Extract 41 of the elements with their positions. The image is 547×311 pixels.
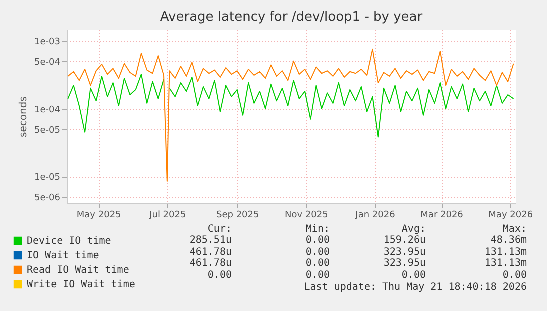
text: 131.13m bbox=[484, 258, 527, 269]
text: Max: bbox=[502, 224, 527, 235]
legend-label: Write IO Wait time bbox=[27, 280, 136, 290]
x-tick-label: Jan 2026 bbox=[354, 210, 396, 220]
text: 0.00 bbox=[208, 270, 232, 280]
text: 0.00 bbox=[306, 246, 330, 258]
text: Min: bbox=[306, 224, 330, 235]
text: 159.26u bbox=[384, 235, 426, 246]
text: 323.95u bbox=[384, 246, 426, 258]
y-tick-label: 1e-03 bbox=[34, 37, 60, 48]
text: 131.13m bbox=[484, 246, 527, 258]
x-tick-label: Mar 2026 bbox=[420, 210, 464, 220]
x-tick-label: Nov 2025 bbox=[284, 210, 328, 220]
y-tick-label: 1e-04 bbox=[34, 105, 61, 116]
text: 461.78u bbox=[190, 258, 232, 269]
line-series bbox=[68, 48, 514, 182]
x-tick-label: Jul 2025 bbox=[148, 210, 186, 220]
y-tick-label: 1e-05 bbox=[34, 173, 60, 184]
text: Cur: bbox=[208, 224, 232, 235]
y-tick-label: 5e-05 bbox=[34, 126, 60, 136]
text: 285.51u bbox=[190, 235, 232, 246]
text: 0.00 bbox=[306, 258, 330, 269]
y-axis-title: seconds bbox=[18, 96, 30, 138]
legend-label: Device IO time bbox=[27, 236, 112, 247]
x-tick-label: May 2025 bbox=[76, 210, 122, 220]
legend-label: IO Wait time bbox=[27, 250, 100, 262]
x-tick-label: May 2026 bbox=[488, 210, 534, 220]
y-tick-label: 5e-06 bbox=[34, 194, 61, 204]
text: 0.00 bbox=[402, 270, 426, 280]
legend-label: Read IO Wait time bbox=[27, 265, 130, 276]
chart-title: Average latency for /dev/loop1 - by year bbox=[160, 10, 424, 25]
text: Last update: Thu May 21 18:40:18 2026 bbox=[304, 282, 527, 293]
text: 0.00 bbox=[306, 270, 330, 280]
x-tick-label: Sep 2025 bbox=[216, 210, 260, 220]
text: 323.95u bbox=[384, 258, 426, 269]
text: 48.36m bbox=[490, 235, 527, 246]
text: 461.78u bbox=[190, 246, 232, 258]
y-tick-label: 5e-04 bbox=[34, 58, 61, 68]
text: 0.00 bbox=[502, 270, 527, 280]
text: 0.00 bbox=[306, 235, 330, 246]
text: Avg: bbox=[402, 224, 426, 235]
